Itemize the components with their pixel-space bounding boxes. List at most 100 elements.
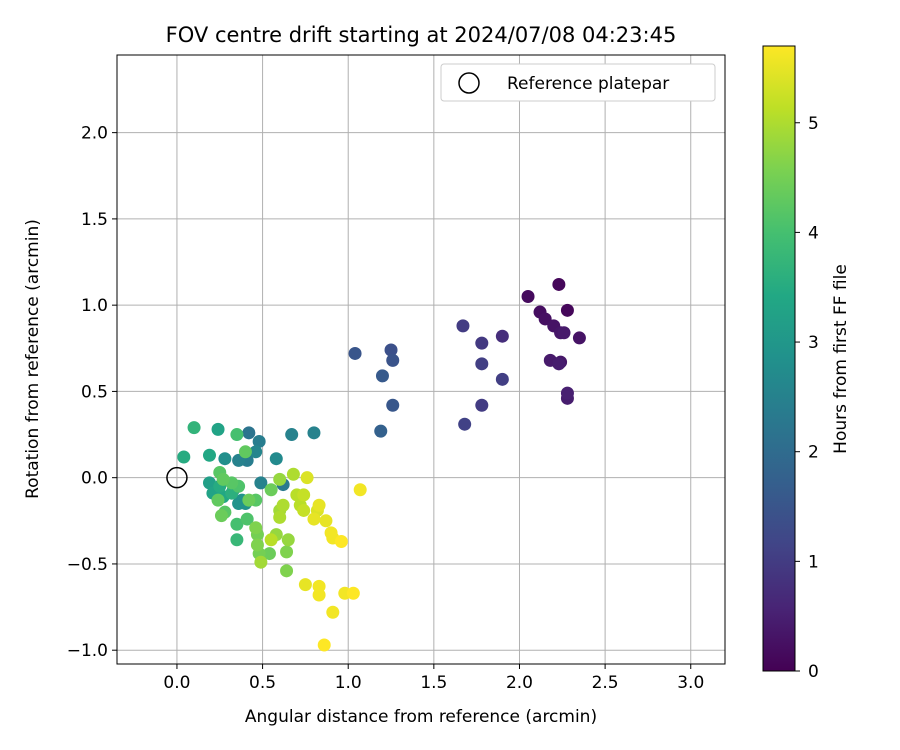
scatter-point	[475, 357, 489, 371]
scatter-point	[254, 476, 268, 490]
y-axis: −1.0 −0.5 0.0 0.5 1.0 1.5 2.0	[67, 124, 117, 661]
scatter-point	[230, 533, 244, 547]
x-tick-label: 2.5	[592, 673, 619, 693]
scatter-point	[374, 424, 388, 438]
scatter-point	[254, 555, 268, 569]
scatter-point	[281, 533, 295, 547]
scatter-point	[276, 498, 290, 512]
scatter-point	[249, 445, 263, 459]
scatter-point	[242, 493, 256, 507]
scatter-point	[300, 471, 314, 485]
scatter-point	[475, 336, 489, 350]
scatter-point	[312, 498, 326, 512]
scatter-point	[264, 483, 278, 497]
y-tick-label: 0.5	[81, 382, 108, 402]
scatter-point	[307, 512, 321, 526]
scatter-point	[572, 331, 586, 345]
scatter-point	[346, 586, 360, 600]
scatter-point	[252, 434, 266, 448]
scatter-point	[495, 372, 509, 386]
scatter-point	[375, 369, 389, 383]
scatter-point	[334, 535, 348, 549]
scatter-point	[273, 510, 287, 524]
scatter-point	[280, 545, 294, 559]
scatter-point	[177, 450, 191, 464]
scatter-point	[386, 398, 400, 412]
scatter-point	[384, 343, 398, 357]
colorbar-label: Hours from first FF file	[831, 264, 851, 454]
y-axis-label: Rotation from reference (arcmin)	[23, 219, 43, 499]
scatter-point	[298, 578, 312, 592]
colorbar-ticks: 0 1 2 3 4 5	[795, 114, 819, 682]
scatter-point	[242, 426, 256, 440]
scatter-point	[230, 428, 244, 442]
reference-marker	[166, 466, 188, 489]
scatter-point	[297, 488, 311, 502]
colorbar-tick-label: 3	[808, 333, 819, 353]
legend: Reference platepar	[440, 63, 716, 102]
scatter-point	[560, 386, 574, 400]
scatter-point	[202, 476, 216, 490]
y-tick-label: 0.0	[81, 469, 108, 489]
scatter-point	[218, 452, 232, 466]
y-tick-label: 2.0	[81, 124, 108, 144]
chart-title: FOV centre drift starting at 2024/07/08 …	[166, 23, 677, 47]
x-axis: 0.0 0.5 1.0 1.5 2.0 2.5 3.0	[163, 664, 704, 693]
scatter-point	[560, 303, 574, 317]
colorbar-tick-label: 4	[808, 223, 819, 243]
scatter-point	[317, 638, 331, 652]
scatter-point	[285, 428, 299, 442]
scatter-point	[319, 514, 333, 528]
x-axis-label: Angular distance from reference (arcmin)	[245, 707, 597, 727]
x-tick-label: 1.5	[420, 673, 447, 693]
x-tick-label: 1.0	[335, 673, 362, 693]
scatter-point	[273, 472, 287, 486]
plot-grid	[117, 55, 725, 664]
scatter-point	[216, 472, 230, 486]
colorbar-tick-label: 2	[808, 443, 819, 463]
y-tick-label: −1.0	[67, 641, 108, 661]
scatter-point	[312, 588, 326, 602]
y-tick-label: 1.5	[81, 210, 108, 230]
x-tick-label: 2.0	[506, 673, 533, 693]
scatter-point	[456, 319, 470, 333]
colorbar-tick-label: 0	[808, 662, 819, 682]
scatter-point	[262, 547, 276, 561]
scatter-point	[230, 517, 244, 531]
colorbar-tick-label: 1	[808, 552, 819, 572]
scatter-point	[264, 533, 278, 547]
scatter-point	[202, 448, 216, 462]
scatter-point	[269, 452, 283, 466]
scatter-points	[166, 277, 586, 652]
scatter-point	[475, 398, 489, 412]
scatter-point	[187, 421, 201, 435]
scatter-point	[286, 467, 300, 481]
scatter-point	[238, 445, 252, 459]
scatter-point	[386, 353, 400, 367]
scatter-point	[250, 538, 264, 552]
legend-marker-icon	[458, 72, 480, 94]
x-tick-label: 0.0	[163, 673, 190, 693]
x-tick-label: 3.0	[677, 673, 704, 693]
scatter-point	[280, 564, 294, 578]
scatter-point	[552, 357, 566, 371]
colorbar: 0 1 2 3 4 5 Hours from first FF file	[762, 45, 851, 682]
x-tick-label: 0.5	[249, 673, 276, 693]
plot-area	[116, 54, 726, 665]
scatter-point	[348, 346, 362, 360]
scatter-point	[495, 329, 509, 343]
scatter-point	[557, 326, 571, 340]
scatter-point	[307, 426, 321, 440]
colorbar-gradient	[762, 45, 796, 672]
scatter-point	[240, 512, 254, 526]
colorbar-tick-label: 5	[808, 114, 819, 134]
legend-label: Reference platepar	[507, 74, 669, 94]
scatter-point	[211, 422, 225, 436]
legend-box	[440, 63, 716, 102]
scatter-point	[521, 290, 535, 304]
scatter-point	[214, 509, 228, 523]
scatter-point	[211, 493, 225, 507]
y-tick-label: −0.5	[67, 555, 108, 575]
scatter-point	[297, 503, 311, 517]
